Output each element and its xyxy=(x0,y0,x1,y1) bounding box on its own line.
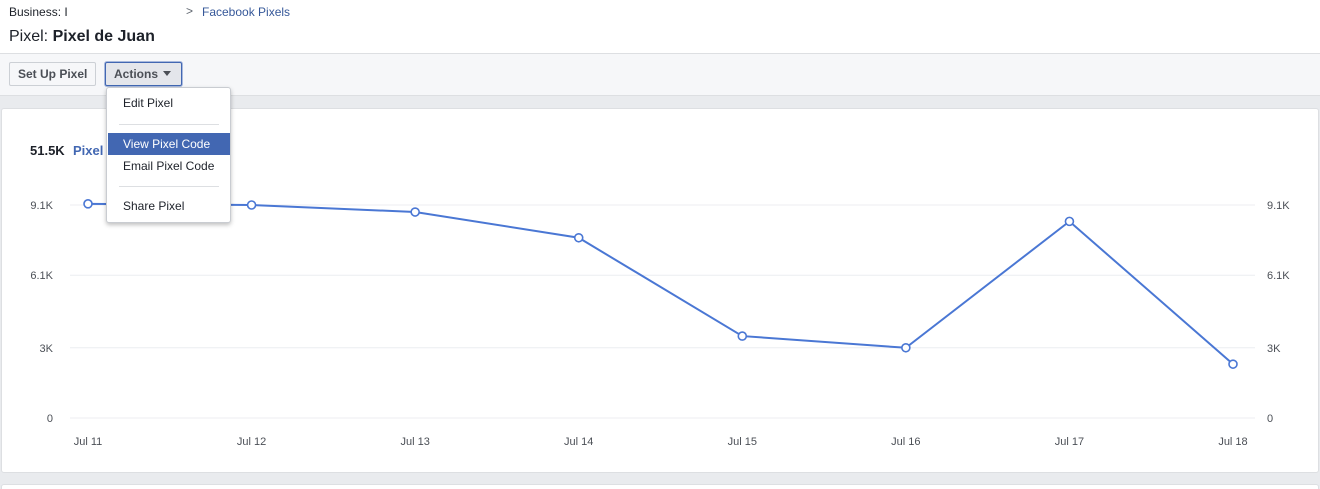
x-tick-label: Jul 12 xyxy=(237,436,266,448)
pixel-name: Pixel de Juan xyxy=(52,28,155,45)
x-tick-label: Jul 13 xyxy=(400,436,429,448)
y-tick-label-left: 3K xyxy=(40,343,54,355)
data-point xyxy=(573,232,584,243)
x-tick-label: Jul 14 xyxy=(564,436,593,448)
x-axis: Jul 11 Jul 12 Jul 13 Jul 14 Jul 15 Jul 16 Jul … xyxy=(74,436,1248,448)
actions-label: Actions xyxy=(114,67,159,81)
data-point xyxy=(737,331,748,341)
y-tick-label-right: 9.1K xyxy=(1267,200,1290,212)
y-tick-label-left: 0 xyxy=(47,413,53,425)
data-point xyxy=(1064,216,1075,227)
next-card xyxy=(1,484,1319,489)
y-tick-label-left: 9.1K xyxy=(30,200,53,212)
y-tick-label-left: 6.1K xyxy=(30,270,53,282)
series-line xyxy=(83,199,1238,369)
set-up-pixel-label: Set Up Pixel xyxy=(18,67,88,81)
actions-dropdown-menu: Edit Pixel View Pixel Code Email Pixel C… xyxy=(106,87,231,223)
menu-item-email-pixel-code[interactable]: Email Pixel Code xyxy=(123,159,215,173)
y-axis-right: 0 3K 6.1K 9.1K xyxy=(1267,200,1290,425)
x-tick-label: Jul 17 xyxy=(1055,436,1084,448)
page-header: Business: I > Facebook Pixels Pixel: Pix… xyxy=(0,0,1320,54)
menu-item-edit-pixel[interactable]: Edit Pixel xyxy=(123,96,174,110)
x-tick-label: Jul 18 xyxy=(1218,436,1247,448)
y-tick-label-right: 6.1K xyxy=(1267,270,1290,282)
chart-grid xyxy=(70,204,1255,419)
data-point xyxy=(83,199,93,209)
page-title: Pixel: Pixel de Juan xyxy=(9,28,155,46)
summary-value: 51.5K xyxy=(30,143,65,158)
breadcrumb-facebook-pixels[interactable]: Facebook Pixels xyxy=(202,5,291,19)
caret-down-icon xyxy=(163,71,172,76)
x-tick-label: Jul 15 xyxy=(728,436,757,448)
data-point xyxy=(1228,359,1238,369)
breadcrumb-business[interactable]: Business: I xyxy=(9,5,68,19)
data-point xyxy=(901,342,911,353)
data-point xyxy=(246,200,257,210)
summary-label[interactable]: Pixel xyxy=(73,143,104,158)
y-tick-label-right: 0 xyxy=(1267,413,1273,425)
series-path xyxy=(87,202,1234,365)
x-tick-label: Jul 16 xyxy=(891,436,920,448)
data-point xyxy=(410,207,420,217)
x-tick-label: Jul 11 xyxy=(74,436,103,448)
menu-divider xyxy=(119,186,219,187)
set-up-pixel-button[interactable]: Set Up Pixel xyxy=(9,62,97,86)
pixel-title-prefix: Pixel: xyxy=(9,28,49,45)
y-axis-left: 0 3K 6.1K 9.1K xyxy=(30,200,53,425)
menu-item-share-pixel[interactable]: Share Pixel xyxy=(123,199,185,213)
actions-button[interactable]: Actions xyxy=(105,62,183,86)
menu-item-view-pixel-code[interactable]: View Pixel Code xyxy=(108,133,230,155)
menu-divider xyxy=(119,124,219,125)
chevron-right-icon: > xyxy=(186,4,194,18)
y-tick-label-right: 3K xyxy=(1267,343,1281,355)
